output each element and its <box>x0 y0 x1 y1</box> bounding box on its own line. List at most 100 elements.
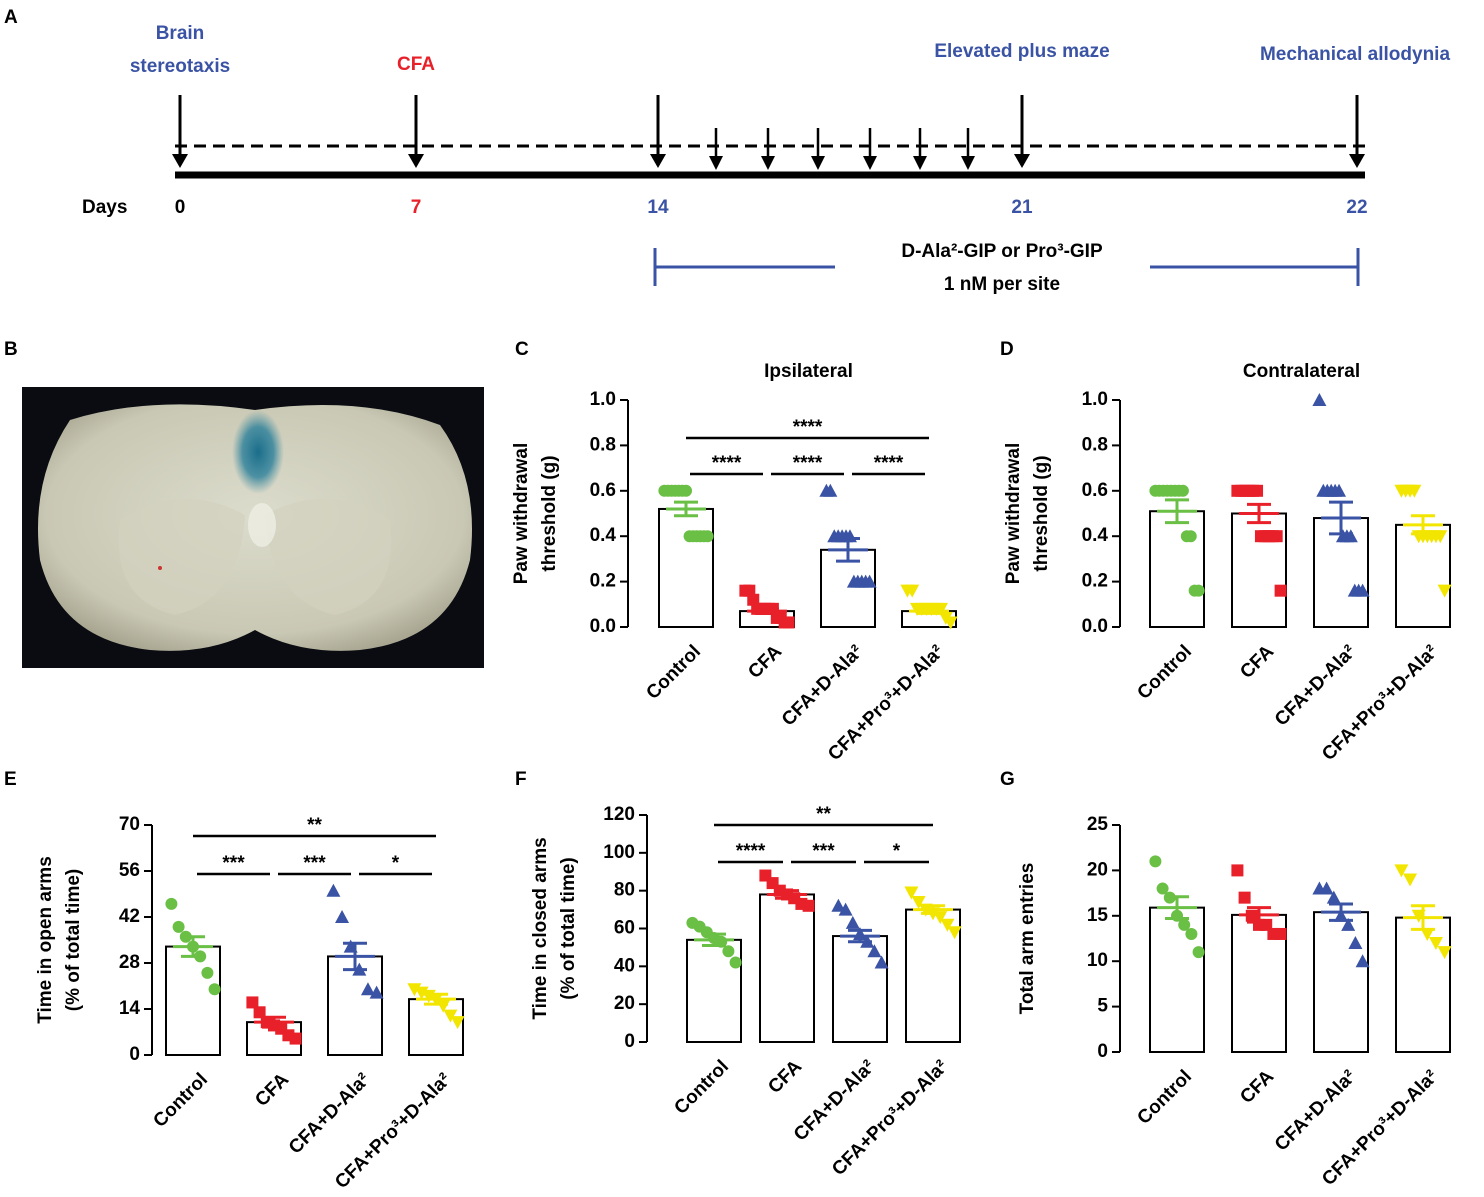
bar <box>1395 523 1451 628</box>
significance-label: * <box>392 853 400 874</box>
y-tick-label: 20 <box>614 993 635 1014</box>
arrow-head <box>709 156 723 170</box>
y-tick-label: 0 <box>1097 1041 1108 1062</box>
data-point <box>335 910 350 923</box>
data-point <box>1403 873 1418 887</box>
data-point <box>246 996 259 1009</box>
significance-label: *** <box>812 841 835 862</box>
significance-label: *** <box>303 853 326 874</box>
y-axis-label: (% of total time) <box>558 857 579 1000</box>
data-point <box>1332 483 1347 497</box>
brain-photo <box>22 387 484 668</box>
bar <box>686 938 742 1043</box>
significance-label: **** <box>736 841 766 862</box>
event-label: Elevated plus maze <box>934 41 1109 62</box>
event-label: Mechanical allodynia <box>1260 44 1450 65</box>
y-tick-label: 0.6 <box>1082 480 1108 501</box>
days-label: Days <box>82 197 127 218</box>
bar <box>759 893 815 1044</box>
panel-letter: G <box>1000 769 1015 790</box>
data-point <box>407 983 422 997</box>
data-point <box>289 1032 302 1045</box>
data-point <box>743 584 756 597</box>
significance-label: ** <box>816 804 831 825</box>
data-point <box>823 483 838 497</box>
significance-label: **** <box>793 453 823 474</box>
y-tick-label: 20 <box>1087 859 1108 880</box>
x-tick-label: Control <box>1133 1066 1196 1129</box>
arrow-head <box>408 154 424 168</box>
x-tick-label: CFA+D-Ala² <box>1271 1066 1360 1155</box>
data-point <box>450 1016 465 1030</box>
chart-title: Ipsilateral <box>764 361 853 382</box>
y-axis-label: Time in closed arms <box>530 837 551 1019</box>
bar <box>165 945 221 1056</box>
data-point <box>1156 882 1169 895</box>
data-point <box>201 966 214 979</box>
y-axis-label: threshold (g) <box>1031 455 1052 571</box>
panel-letter: D <box>1000 339 1014 360</box>
data-point <box>1428 937 1443 951</box>
y-axis-label: Paw withdrawal <box>1003 443 1024 584</box>
y-tick-label: 0 <box>624 1031 635 1052</box>
arrow-head <box>811 156 825 170</box>
data-point <box>1274 927 1287 940</box>
data-point <box>1343 529 1358 543</box>
data-point <box>1348 936 1363 950</box>
data-point <box>369 985 384 999</box>
data-point <box>782 616 795 629</box>
data-point <box>1178 918 1191 931</box>
data-point <box>1319 881 1334 895</box>
data-point <box>729 956 742 969</box>
y-tick-label: 56 <box>119 860 140 881</box>
x-tick-label: CFA+D-Ala² <box>1271 641 1360 730</box>
y-axis-label: Paw withdrawal <box>511 443 532 584</box>
y-tick-label: 0.6 <box>590 480 616 501</box>
y-axis-label: threshold (g) <box>539 455 560 571</box>
y-tick-label: 28 <box>119 952 140 973</box>
bar <box>408 998 464 1057</box>
data-point <box>1176 484 1189 497</box>
y-tick-label: 0.4 <box>1082 525 1109 546</box>
y-tick-label: 80 <box>614 880 635 901</box>
data-point <box>680 484 692 497</box>
data-point <box>845 915 860 929</box>
treatment-label: 1 nM per site <box>944 274 1060 295</box>
arrow-head <box>172 154 188 168</box>
data-point <box>940 918 955 932</box>
data-point <box>1433 530 1448 544</box>
y-tick-label: 0.0 <box>1082 616 1108 637</box>
bar <box>1313 911 1369 1054</box>
panel-letter: A <box>4 7 18 28</box>
data-point <box>747 593 760 606</box>
data-point <box>172 920 185 933</box>
y-tick-label: 1.0 <box>590 389 616 410</box>
data-point <box>1312 393 1327 406</box>
data-point <box>905 584 920 598</box>
arrow-head <box>650 154 666 168</box>
data-point <box>1274 584 1287 597</box>
data-point <box>1437 584 1452 598</box>
data-point <box>1394 864 1409 878</box>
day-label: 22 <box>1346 197 1367 218</box>
data-point <box>831 898 846 912</box>
day-label: 21 <box>1011 197 1033 218</box>
significance-label: * <box>893 841 901 862</box>
y-tick-label: 100 <box>603 842 635 863</box>
y-tick-label: 5 <box>1097 996 1108 1017</box>
y-tick-label: 0.4 <box>590 525 617 546</box>
arrow-head <box>1014 154 1030 168</box>
data-point <box>862 574 877 588</box>
day-label: 7 <box>411 197 422 218</box>
data-point <box>1326 890 1341 904</box>
data-point <box>253 1006 266 1019</box>
chart-title: Contralateral <box>1243 361 1360 382</box>
x-tick-label: Control <box>1133 641 1196 704</box>
x-tick-label: CFA <box>1236 1066 1278 1108</box>
x-tick-label: CFA <box>764 1056 806 1098</box>
y-tick-label: 70 <box>119 814 140 835</box>
day-label: 14 <box>647 197 669 218</box>
y-tick-label: 1.0 <box>1082 389 1108 410</box>
data-point <box>701 530 714 543</box>
y-tick-label: 120 <box>603 804 635 825</box>
